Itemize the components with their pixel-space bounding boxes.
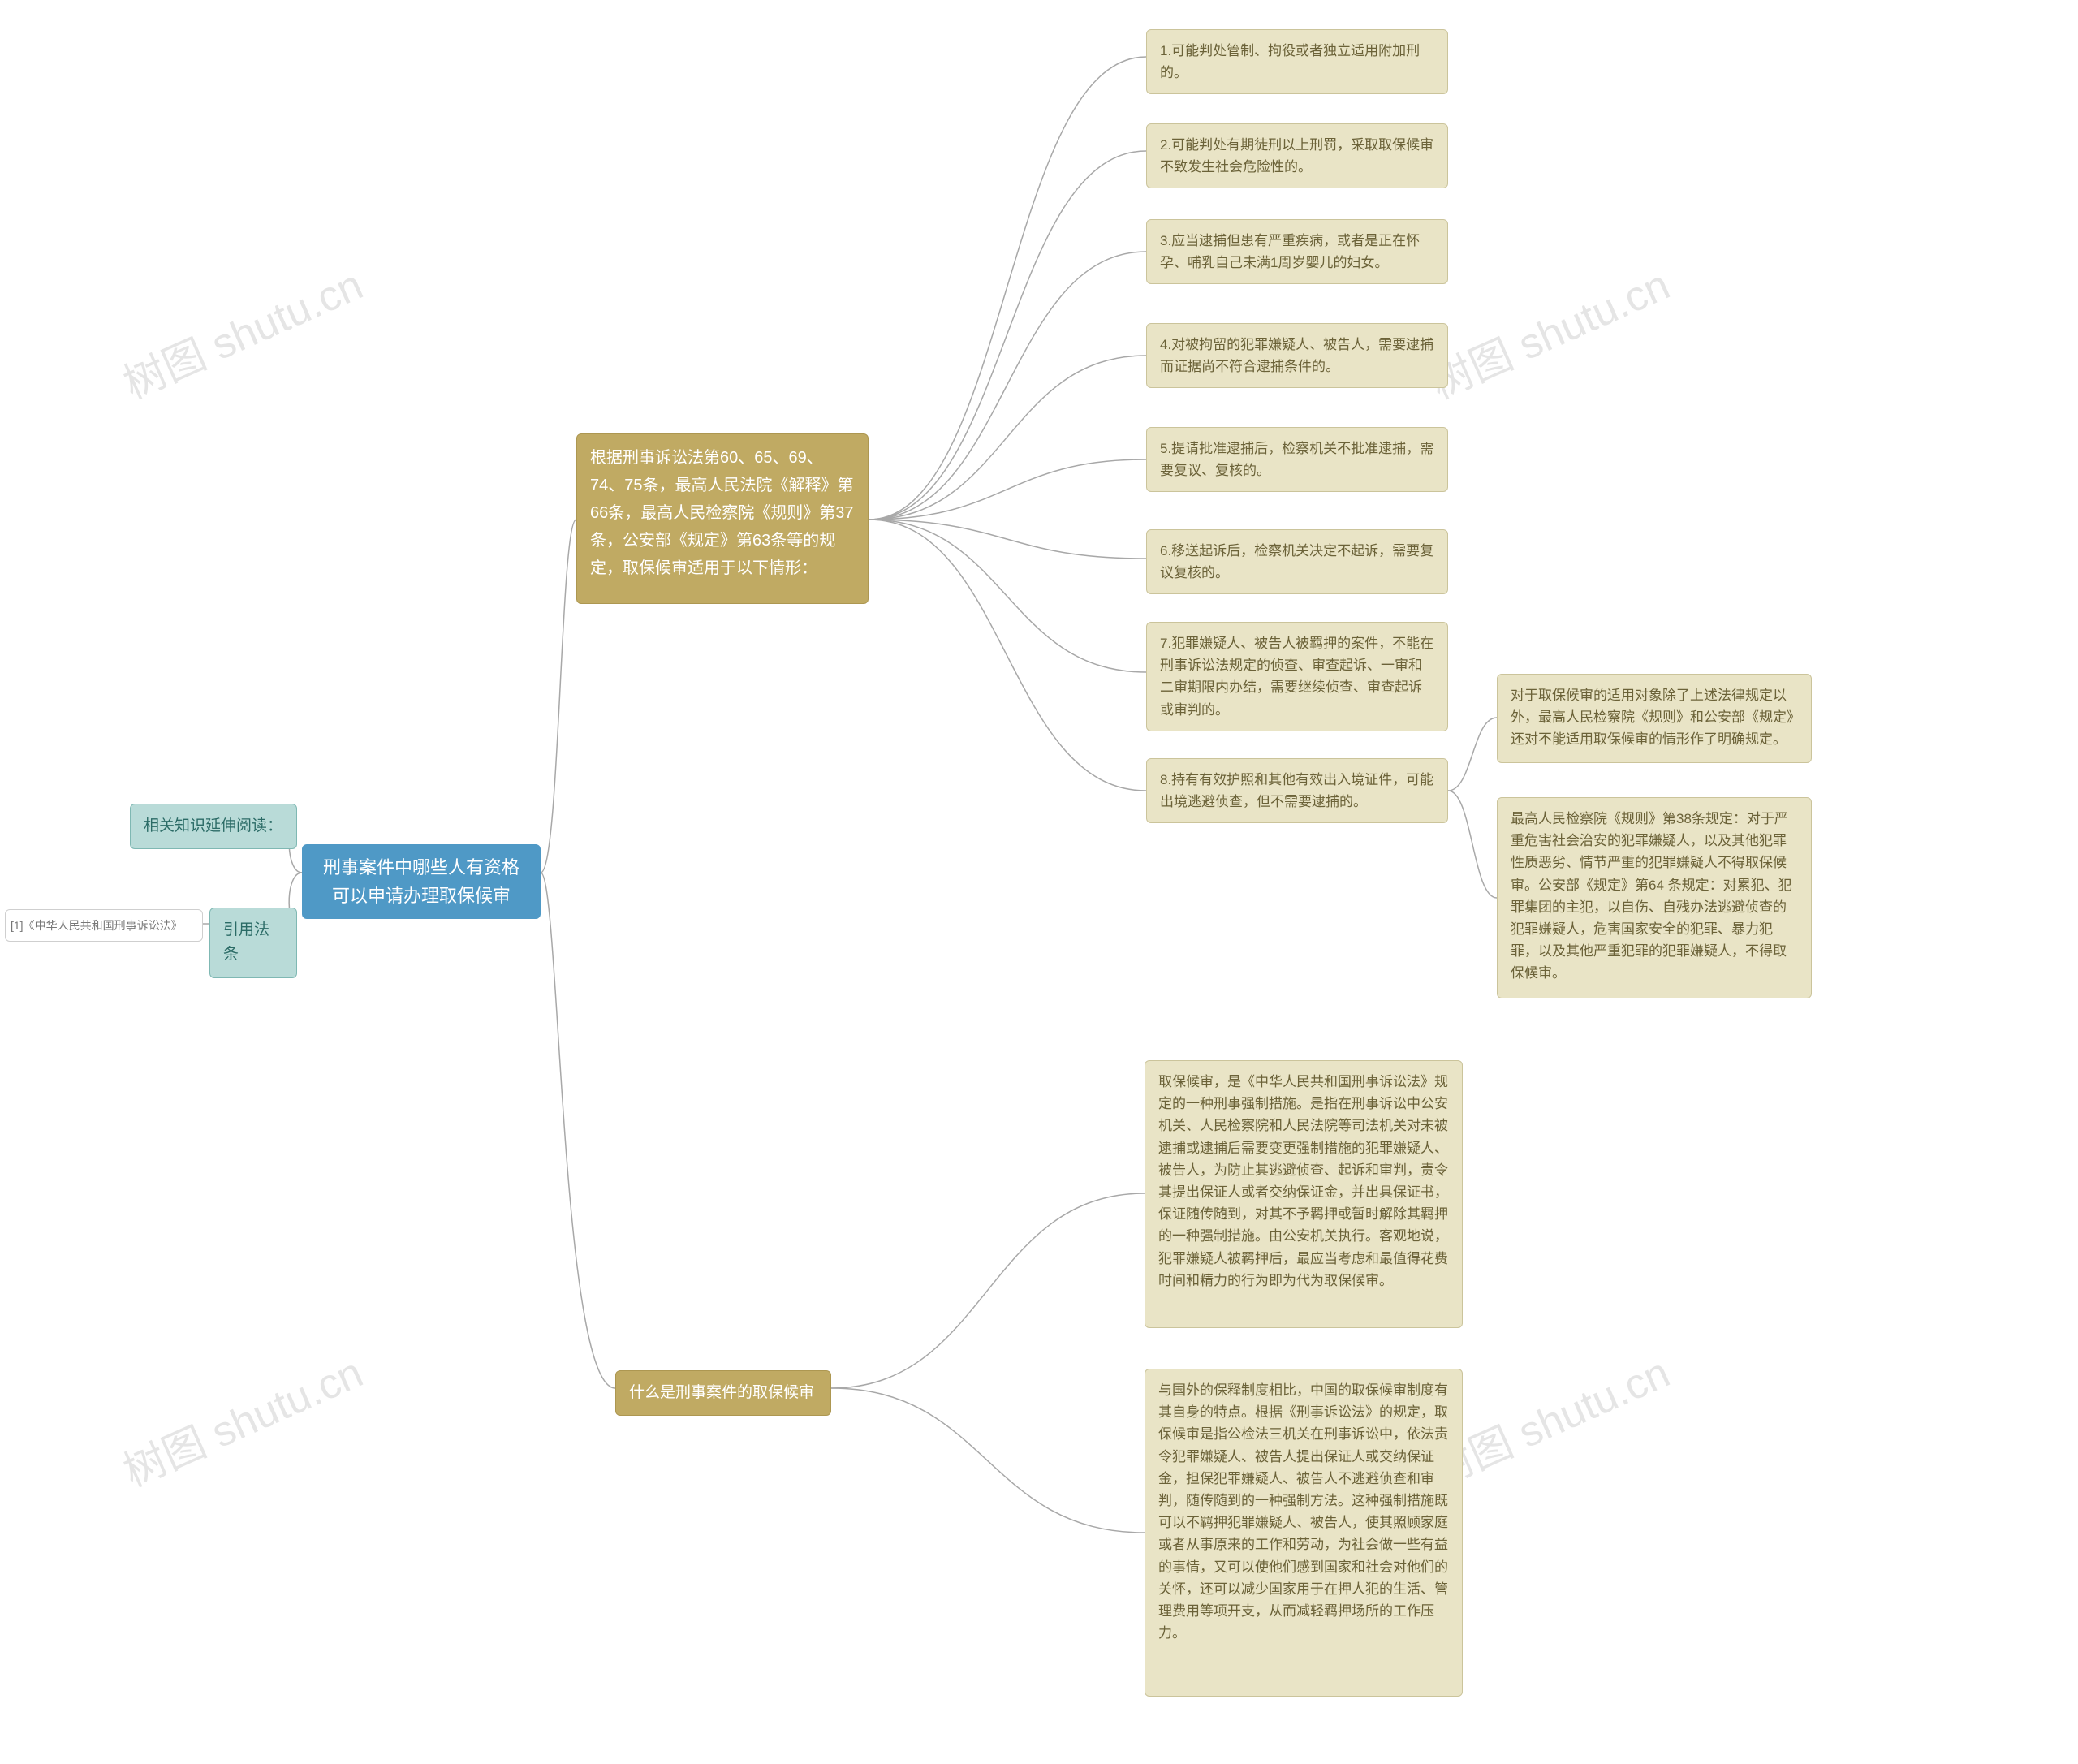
condition-item[interactable]: 7.犯罪嫌疑人、被告人被羁押的案件，不能在刑事诉讼法规定的侦查、审查起诉、一审和…	[1146, 622, 1448, 731]
left-citation-item[interactable]: [1]《中华人民共和国刑事诉讼法》	[5, 909, 203, 942]
root-node[interactable]: 刑事案件中哪些人有资格可以申请办理取保候审	[302, 844, 541, 919]
mindmap-canvas: 树图 shutu.cn 树图 shutu.cn 树图 shutu.cn 树图 s…	[0, 0, 2078, 1764]
condition-sub-item[interactable]: 对于取保候审的适用对象除了上述法律规定以外，最高人民检察院《规则》和公安部《规定…	[1497, 674, 1812, 763]
condition-item[interactable]: 5.提请批准逮捕后，检察机关不批准逮捕，需要复议、复核的。	[1146, 427, 1448, 492]
condition-sub-item[interactable]: 最高人民检察院《规则》第38条规定：对于严重危害社会治安的犯罪嫌疑人，以及其他犯…	[1497, 797, 1812, 998]
left-citation-label[interactable]: 引用法条	[209, 908, 297, 978]
condition-item[interactable]: 8.持有有效护照和其他有效出入境证件，可能出境逃避侦查，但不需要逮捕的。	[1146, 758, 1448, 823]
definition-item[interactable]: 取保候审，是《中华人民共和国刑事诉讼法》规定的一种刑事强制措施。是指在刑事诉讼中…	[1145, 1060, 1463, 1328]
watermark: 树图 shutu.cn	[112, 1339, 370, 1499]
watermark: 树图 shutu.cn	[1419, 251, 1677, 411]
condition-item[interactable]: 6.移送起诉后，检察机关决定不起诉，需要复议复核的。	[1146, 529, 1448, 594]
condition-item[interactable]: 2.可能判处有期徒刑以上刑罚，采取取保候审不致发生社会危险性的。	[1146, 123, 1448, 188]
watermark: 树图 shutu.cn	[112, 251, 370, 411]
condition-item[interactable]: 1.可能判处管制、拘役或者独立适用附加刑的。	[1146, 29, 1448, 94]
left-extended-reading[interactable]: 相关知识延伸阅读：	[130, 804, 297, 849]
branch-definition[interactable]: 什么是刑事案件的取保候审	[615, 1370, 831, 1416]
condition-item[interactable]: 3.应当逮捕但患有严重疾病，或者是正在怀孕、哺乳自己未满1周岁婴儿的妇女。	[1146, 219, 1448, 284]
definition-item[interactable]: 与国外的保释制度相比，中国的取保候审制度有其自身的特点。根据《刑事诉讼法》的规定…	[1145, 1369, 1463, 1697]
condition-item[interactable]: 4.对被拘留的犯罪嫌疑人、被告人，需要逮捕而证据尚不符合逮捕条件的。	[1146, 323, 1448, 388]
branch-conditions[interactable]: 根据刑事诉讼法第60、65、69、74、75条，最高人民法院《解释》第66条，最…	[576, 433, 869, 604]
